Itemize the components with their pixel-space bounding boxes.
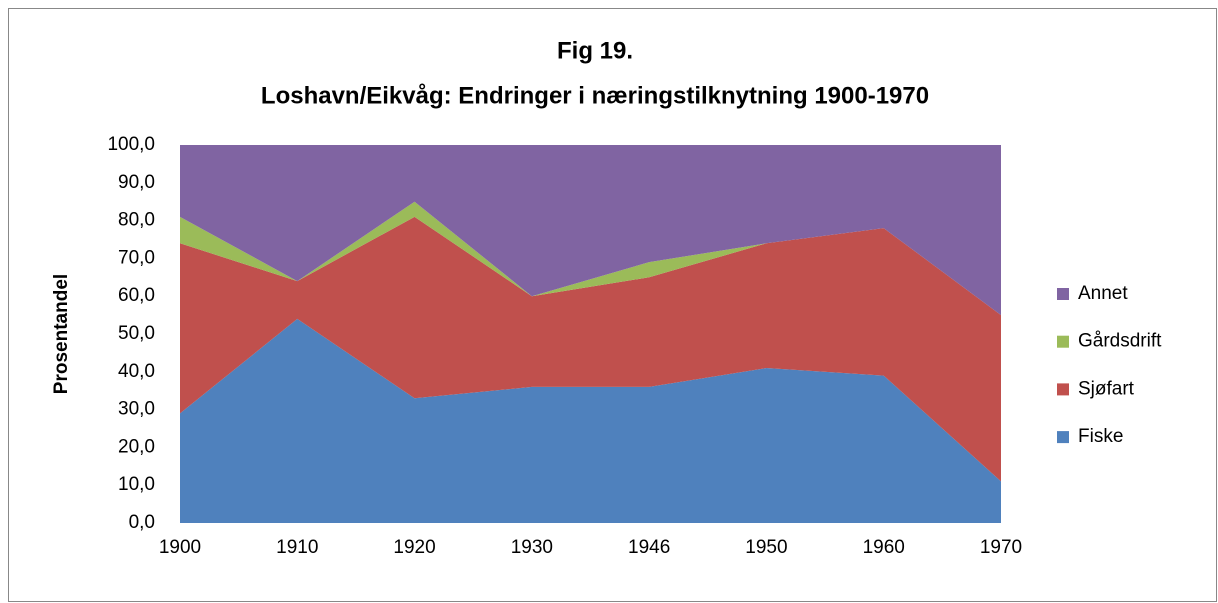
y-tick-label: 30,0 (118, 399, 155, 420)
y-tick-label: 20,0 (118, 436, 155, 457)
area (180, 201, 1001, 316)
x-tick-label: 1946 (628, 537, 670, 558)
x-tick-label: 1920 (393, 537, 435, 558)
y-axis-label: Prosentandel (51, 274, 72, 394)
area (180, 145, 1001, 316)
y-tick-label: 40,0 (118, 361, 155, 382)
legend-swatch (1057, 431, 1069, 444)
area (180, 318, 1001, 523)
legend-swatch (1057, 383, 1069, 396)
chart-title: Fig 19. (557, 37, 633, 64)
x-tick-label: 1910 (276, 537, 318, 558)
y-tick-label: 70,0 (118, 247, 155, 268)
chart-subtitle: Loshavn/Eikvåg: Endringer i næringstilkn… (261, 82, 929, 109)
y-tick-label: 90,0 (118, 172, 155, 193)
x-tick-label: 1950 (745, 537, 787, 558)
y-tick-label: 60,0 (118, 285, 155, 306)
y-tick-label: 80,0 (118, 210, 155, 231)
legend-label: Fiske (1078, 426, 1123, 447)
legend-swatch (1057, 288, 1069, 300)
x-tick-label: 1900 (159, 537, 201, 558)
legend-swatch (1057, 335, 1069, 348)
legend-label: Sjøfart (1078, 378, 1135, 399)
x-tick-label: 1970 (980, 537, 1022, 558)
x-tick-label: 1930 (511, 537, 553, 558)
area (180, 216, 1001, 482)
legend-label: Annet (1078, 283, 1128, 304)
legend-label: Gårdsdrift (1078, 331, 1162, 352)
y-tick-label: 100,0 (107, 134, 155, 155)
y-tick-label: 0,0 (129, 512, 155, 533)
y-tick-label: 10,0 (118, 474, 155, 495)
y-tick-label: 50,0 (118, 323, 155, 344)
x-tick-label: 1960 (863, 537, 905, 558)
